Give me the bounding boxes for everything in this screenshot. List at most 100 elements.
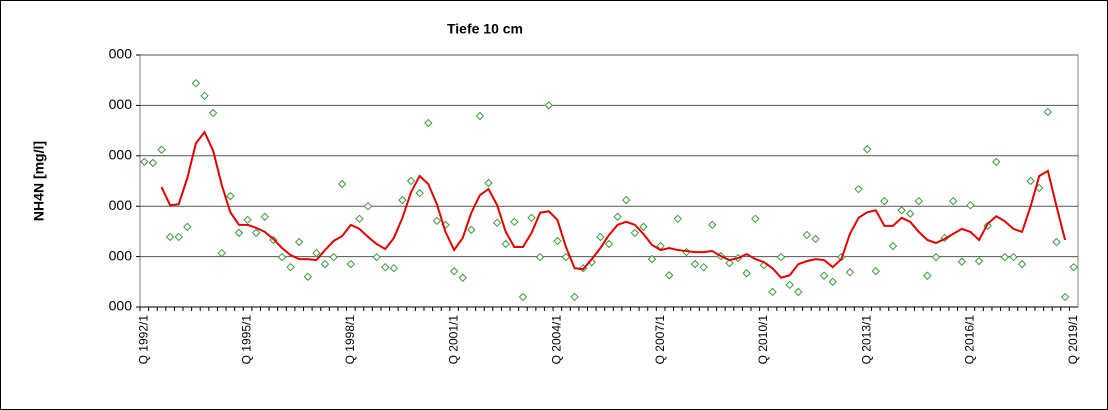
data-point	[1000, 252, 1010, 262]
data-point	[294, 237, 304, 247]
data-point	[372, 252, 381, 262]
data-point	[1017, 259, 1027, 269]
data-point	[183, 222, 192, 232]
data-point	[819, 271, 829, 280]
data-point	[424, 118, 433, 128]
data-point	[277, 252, 287, 262]
x-tick-label: Q 1992/1	[136, 315, 150, 365]
x-tick-label: Q 2016/1	[963, 315, 977, 365]
data-point	[570, 292, 579, 302]
data-point	[415, 188, 424, 198]
y-tick-label: 000	[109, 147, 133, 163]
data-point	[484, 178, 493, 188]
data-point	[604, 239, 614, 249]
data-point	[140, 157, 149, 167]
data-point	[1052, 237, 1061, 247]
data-point	[260, 212, 269, 221]
x-tick-label: Q 2019/1	[1066, 315, 1080, 365]
data-point	[458, 273, 467, 282]
data-point	[518, 292, 528, 302]
x-tick-label: Q 1995/1	[240, 315, 254, 365]
data-point	[329, 252, 338, 262]
x-tick-label: Q 2013/1	[859, 315, 873, 365]
data-point	[243, 215, 252, 225]
data-point	[613, 212, 622, 221]
data-point	[897, 206, 906, 215]
data-point	[200, 91, 209, 101]
y-tick-label: 000	[109, 96, 133, 112]
data-point	[880, 196, 889, 206]
data-point	[535, 252, 545, 262]
data-point	[432, 216, 442, 226]
data-point	[1009, 252, 1018, 262]
data-point	[174, 232, 183, 242]
data-point	[191, 79, 201, 88]
data-point	[165, 232, 175, 242]
y-tick-label: 000	[109, 46, 133, 62]
data-point	[854, 184, 863, 194]
data-point	[914, 196, 924, 206]
data-point	[871, 267, 880, 276]
data-point	[949, 196, 958, 206]
plot-area	[139, 54, 1079, 308]
data-point	[690, 259, 700, 269]
y-tick-label: 000	[109, 247, 133, 263]
data-point	[888, 241, 898, 251]
data-point	[217, 248, 226, 258]
data-point	[725, 258, 734, 268]
data-point	[957, 257, 967, 266]
data-point	[862, 145, 872, 154]
data-point	[845, 268, 855, 277]
chart-title: Tiefe 10 cm	[447, 21, 523, 37]
y-tick-label: 000	[109, 298, 133, 314]
data-point	[561, 252, 571, 262]
data-point	[931, 252, 941, 262]
x-tick-label: Q 2004/1	[550, 315, 564, 365]
data-point	[768, 287, 777, 297]
data-point	[346, 259, 356, 269]
x-tick-label: Q 2007/1	[653, 315, 667, 365]
data-point	[234, 228, 244, 238]
data-point	[467, 225, 476, 235]
data-point	[665, 271, 674, 280]
data-point	[905, 209, 915, 218]
x-tick-label: Q 2001/1	[446, 315, 460, 365]
data-point	[148, 158, 158, 168]
data-point	[398, 195, 407, 205]
data-point	[974, 256, 984, 266]
data-point	[226, 191, 235, 201]
x-tick-label: Q 1998/1	[343, 315, 357, 365]
data-point	[363, 201, 373, 211]
y-axis-label: NH4N [mg/l]	[31, 141, 47, 221]
data-point	[381, 262, 390, 272]
data-point	[406, 176, 416, 186]
trend-line	[160, 130, 1067, 279]
data-point	[510, 217, 519, 227]
data-point	[449, 267, 459, 276]
data-point	[794, 287, 803, 297]
data-point	[751, 214, 760, 224]
data-point	[699, 262, 708, 272]
data-point	[355, 214, 364, 224]
data-point	[338, 179, 347, 189]
data-point	[596, 232, 605, 242]
data-point	[544, 101, 553, 110]
data-point	[802, 230, 812, 240]
data-point	[475, 111, 485, 121]
data-point	[639, 222, 648, 232]
data-point	[992, 157, 1001, 167]
data-point	[622, 195, 631, 205]
data-point	[527, 213, 536, 222]
data-point	[828, 277, 837, 287]
data-point	[320, 259, 330, 269]
data-point	[776, 252, 786, 262]
data-point	[1060, 292, 1070, 302]
data-point	[312, 248, 321, 258]
data-point	[742, 269, 751, 278]
data-point	[673, 214, 683, 224]
y-tick-label: 000	[109, 197, 133, 213]
data-point	[923, 271, 932, 280]
data-point	[208, 108, 218, 118]
data-point	[1026, 176, 1035, 186]
